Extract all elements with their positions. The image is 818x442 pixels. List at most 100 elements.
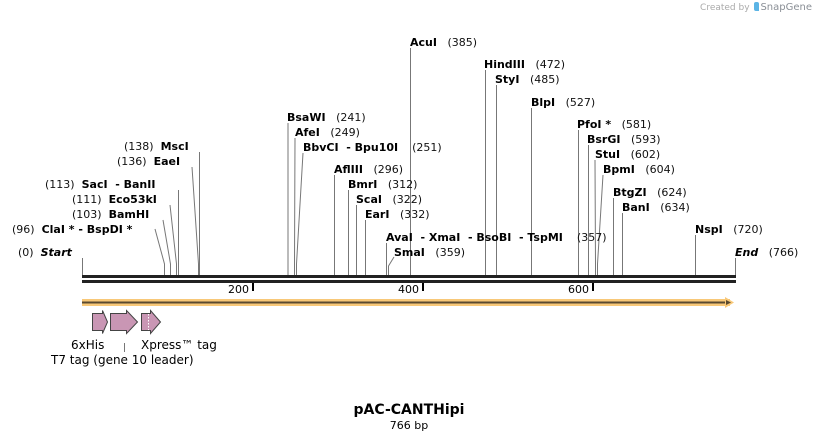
site-name: BsaWI <box>287 111 326 124</box>
site-bamhi[interactable]: (103) BamHI <box>72 208 149 221</box>
site-position: (332) <box>399 208 430 221</box>
site-name: BamHI <box>108 208 150 221</box>
site-styi[interactable]: StyI (485) <box>495 73 560 86</box>
site-eaei[interactable]: (136) EaeI <box>117 155 180 168</box>
site-blpi[interactable]: BlpI (527) <box>531 96 595 109</box>
site-position: (593) <box>630 133 661 146</box>
site-name: AfeI <box>295 126 320 139</box>
site-end[interactable]: End (766) <box>735 246 798 259</box>
site-position: (251) <box>412 141 442 154</box>
site-acui[interactable]: AcuI (385) <box>410 36 477 49</box>
site-scai[interactable]: ScaI (322) <box>356 193 422 206</box>
site-name: BpmI <box>603 163 635 176</box>
feature-xpress-tag[interactable]: Xpress™ tag <box>141 338 217 352</box>
site-pfoi[interactable]: PfoI * (581) <box>577 118 651 131</box>
site-name: MscI <box>160 140 189 153</box>
tick-label-400: 400 <box>398 283 419 296</box>
site-avai-xmai-bsobi-tspmi[interactable]: AvaI - XmaI - BsoBI - TspMI (357) <box>386 231 607 244</box>
site-stui[interactable]: StuI (602) <box>595 148 660 161</box>
site-btgzi[interactable]: BtgZI (624) <box>613 186 687 199</box>
site-name: StuI <box>595 148 621 161</box>
site-position: (359) <box>435 246 465 259</box>
site-name: End <box>735 246 759 259</box>
site-position: (113) <box>45 178 75 191</box>
site-name: AvaI - XmaI - BsoBI - TspMI <box>386 231 563 244</box>
snapgene-logo-icon <box>754 2 760 11</box>
site-name: BanI <box>622 201 650 214</box>
site-position: (138) <box>124 140 154 153</box>
site-name: Start <box>40 246 72 259</box>
site-position: (111) <box>72 193 102 206</box>
site-position: (322) <box>392 193 423 206</box>
site-position: (385) <box>447 36 478 49</box>
site-position: (96) <box>12 223 35 236</box>
tick-label-600: 600 <box>568 283 589 296</box>
site-name: NspI <box>695 223 723 236</box>
site-name: StyI <box>495 73 520 86</box>
site-position: (103) <box>72 208 102 221</box>
site-name: EaeI <box>153 155 181 168</box>
site-name: ClaI * - BspDI * <box>41 223 133 236</box>
site-name: ScaI <box>356 193 382 206</box>
credit-prefix: Created by <box>700 3 750 13</box>
site-name: HindIII <box>484 58 525 71</box>
site-name: BsrGI <box>587 133 621 146</box>
site-name: PfoI * <box>577 118 612 131</box>
site-name: BlpI <box>531 96 556 109</box>
site-afliii[interactable]: AflIII (296) <box>334 163 403 176</box>
site-bsrgi[interactable]: BsrGI (593) <box>587 133 661 146</box>
site-position: (602) <box>630 148 661 161</box>
map-length: 766 bp <box>389 419 429 432</box>
site-position: (296) <box>373 163 404 176</box>
site-position: (357) <box>576 231 607 244</box>
feature-arrows <box>92 309 162 335</box>
axis-ticks <box>252 283 594 291</box>
site-start[interactable]: (0) Start <box>18 246 72 259</box>
site-position: (766) <box>768 246 799 259</box>
site-smai[interactable]: SmaI (359) <box>394 246 465 259</box>
site-name: BmrI <box>348 178 378 191</box>
site-msci[interactable]: (138) MscI <box>124 140 189 153</box>
site-position: (624) <box>657 186 687 199</box>
site-bani[interactable]: BanI (634) <box>622 201 690 214</box>
tick-label-200: 200 <box>228 283 249 296</box>
snapgene-credit: Created by SnapGene <box>700 2 812 13</box>
site-name: EarI <box>365 208 390 221</box>
credit-brand: SnapGene <box>760 2 812 13</box>
site-bmri[interactable]: BmrI (312) <box>348 178 417 191</box>
site-position: (241) <box>336 111 366 124</box>
site-position: (249) <box>330 126 360 139</box>
site-name: Eco53kI <box>108 193 157 206</box>
site-position: (634) <box>660 201 690 214</box>
site-position: (581) <box>621 118 652 131</box>
site-bsawi[interactable]: BsaWI (241) <box>287 111 366 124</box>
site-position: (527) <box>565 96 596 109</box>
orf-arrow <box>82 297 734 308</box>
site-bpmi[interactable]: BpmI (604) <box>603 163 675 176</box>
site-name: AflIII <box>334 163 363 176</box>
feature-t7-tag[interactable]: T7 tag (gene 10 leader) <box>51 353 194 367</box>
site-name: AcuI <box>410 36 437 49</box>
site-name: BtgZI <box>613 186 647 199</box>
site-name: BbvCI - Bpu10I <box>303 141 399 154</box>
site-saci-banii[interactable]: (113) SacI - BanII <box>45 178 155 191</box>
feature-6xhis[interactable]: 6xHis <box>71 338 105 352</box>
site-nspi[interactable]: NspI (720) <box>695 223 763 236</box>
site-position: (720) <box>733 223 763 236</box>
site-bbvci-bpu10i[interactable]: BbvCI - Bpu10I (251) <box>303 141 442 154</box>
site-eari[interactable]: EarI (332) <box>365 208 430 221</box>
site-leader-lines <box>82 48 736 275</box>
sequence-axis <box>82 275 736 283</box>
site-clai-bspdi[interactable]: (96) ClaI * - BspDI * <box>12 223 132 236</box>
site-afei[interactable]: AfeI (249) <box>295 126 360 139</box>
site-name: SacI - BanII <box>81 178 156 191</box>
site-eco53ki[interactable]: (111) Eco53kI <box>72 193 157 206</box>
site-position: (136) <box>117 155 147 168</box>
site-hindiii[interactable]: HindIII (472) <box>484 58 565 71</box>
map-title: pAC-CANTHipi <box>353 402 465 418</box>
site-position: (472) <box>535 58 566 71</box>
site-position: (0) <box>18 246 34 259</box>
site-position: (485) <box>529 73 560 86</box>
site-position: (312) <box>387 178 418 191</box>
